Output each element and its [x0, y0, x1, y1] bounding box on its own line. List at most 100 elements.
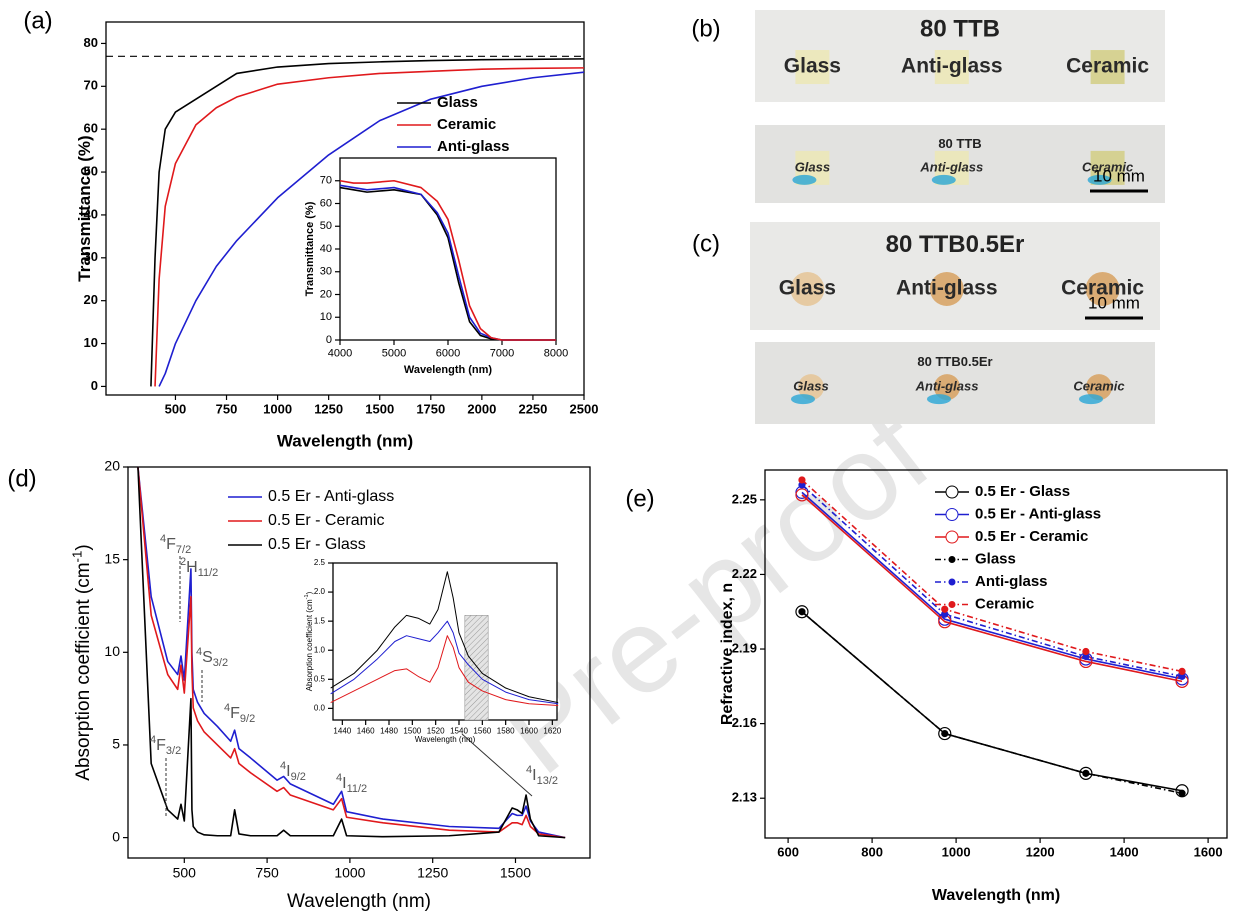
data-point: [795, 488, 809, 502]
legend-label: 0.5 Er - Anti-glass: [268, 488, 394, 505]
y-tick-label: 10: [104, 643, 120, 659]
y-tick-label: 60: [320, 197, 332, 209]
x-axis-label: Wavelength (nm): [404, 364, 493, 376]
x-tick-label: 2000: [467, 402, 496, 417]
peak-annotation: 4F7/2: [160, 533, 191, 556]
sample-label: Glass: [779, 277, 836, 300]
series-line: [330, 620, 559, 705]
legend-label: 0.5 Er - Glass: [975, 483, 1070, 500]
annotation-sub: 9/2: [291, 771, 306, 783]
y-tick-label: 2.22: [732, 566, 757, 581]
x-tick-label: 800: [861, 845, 883, 860]
x-tick-label: 5000: [382, 348, 406, 360]
y-tick-label: 2.13: [732, 790, 757, 805]
panel-label: (d): [7, 465, 36, 492]
panel-label: (e): [625, 485, 654, 512]
plot-frame: [127, 466, 591, 859]
chart: 4000 5000 6000 7000 8000 0 10 20 30 40 50 60 70 Wavel…: [304, 157, 568, 376]
series-line: [339, 179, 556, 341]
y-tick-label: 2.16: [732, 715, 757, 730]
sample-label: Anti-glass: [901, 55, 1003, 78]
y-axis-label-sup: -1: [69, 551, 84, 563]
annotation-sub: 13/2: [537, 775, 558, 787]
y-tick-label: 1.5: [314, 616, 326, 625]
x-axis-label: Wavelength (nm): [287, 891, 431, 912]
peak-annotation: 4F3/2: [150, 734, 181, 757]
annotation-main: H: [186, 559, 198, 576]
series-line: [801, 611, 1183, 795]
data-point: [1079, 766, 1093, 780]
sample: [934, 374, 960, 401]
series-line: [330, 571, 559, 704]
data-point: [798, 476, 806, 484]
x-tick-label: 1000: [942, 845, 971, 860]
annotation-sub: 3/2: [166, 745, 181, 757]
sample-label: Ceramic: [1061, 277, 1144, 300]
annotation-sup: 4: [526, 764, 532, 776]
y-tick-label: 70: [320, 175, 332, 187]
legend-marker: [945, 508, 959, 521]
sample: [1086, 374, 1112, 401]
annotation-sup: 4: [224, 702, 230, 714]
y-axis-label-end: ): [305, 591, 314, 594]
x-tick-label: 500: [165, 402, 187, 417]
peak-annotation: 4F9/2: [224, 702, 255, 725]
x-tick-label: 1600: [1194, 845, 1223, 860]
series-line: [801, 494, 1183, 683]
annotation-sub: 9/2: [240, 713, 255, 725]
x-tick-label: 1460: [357, 727, 375, 736]
annotation-sup: 4: [336, 772, 342, 784]
y-tick-label: 30: [320, 266, 332, 278]
x-tick-label: 8000: [544, 348, 568, 360]
data-point: [1178, 667, 1186, 676]
y-axis-label: Transmittance (%): [75, 135, 94, 281]
shaded-region: [464, 615, 489, 721]
x-tick-label: 1540: [450, 727, 468, 736]
series-line: [158, 71, 585, 387]
series-line: [137, 466, 566, 839]
y-tick-label: 0.0: [314, 703, 326, 712]
sample-label: Anti-glass: [919, 159, 983, 174]
y-axis-label: Refractive index, n: [719, 583, 736, 725]
x-tick-label: 750: [255, 865, 279, 881]
x-tick-label: 500: [173, 865, 197, 881]
legend-marker: [948, 556, 956, 563]
plot-frame: [764, 469, 1228, 839]
data-point: [798, 608, 806, 616]
data-point: [938, 726, 952, 741]
y-tick-label: 15: [104, 550, 120, 566]
legend-label: 0.5 Er - Ceramic: [975, 528, 1088, 545]
x-tick-label: 2250: [518, 402, 547, 417]
x-axis-label: Wavelength (nm): [277, 431, 413, 450]
annotation-sup: 4: [196, 646, 202, 658]
y-tick-label: 50: [84, 163, 98, 178]
photo-title: 80 TTB0.5Er: [886, 231, 1025, 258]
sample-reflection: [1079, 394, 1103, 405]
x-axis-label: Wavelength (nm): [415, 735, 476, 744]
y-tick-label: 2.19: [732, 640, 757, 655]
y-axis-label-text: Refractive index, n: [719, 583, 736, 725]
legend-label: Ceramic: [975, 595, 1034, 612]
y-tick-label: 70: [84, 78, 98, 93]
x-tick-label: 1250: [314, 402, 343, 417]
photo-title: 80 TTB: [920, 16, 1000, 43]
annotation-sub: 3/2: [213, 657, 228, 669]
y-tick-label: 5: [112, 736, 120, 752]
sample-label: Glass: [795, 159, 830, 174]
y-axis-label-text: Absorption coefficient (cm: [305, 599, 314, 691]
y-tick-label: 2.25: [732, 491, 757, 506]
x-tick-label: 6000: [436, 348, 460, 360]
x-tick-label: 750: [216, 402, 238, 417]
series-line: [154, 67, 585, 387]
x-tick-label: 1500: [403, 727, 421, 736]
y-tick-label: 50: [320, 220, 332, 232]
annotation-main: F: [156, 737, 166, 754]
x-tick-label: 1000: [263, 402, 292, 417]
sample-reflection: [927, 394, 951, 405]
x-tick-label: 7000: [490, 348, 514, 360]
annotation-sup: 4: [150, 734, 156, 746]
sample: [1090, 50, 1125, 85]
legend-label: Glass: [975, 550, 1016, 567]
x-tick-label: 1500: [365, 402, 394, 417]
x-tick-label: 1440: [333, 727, 351, 736]
